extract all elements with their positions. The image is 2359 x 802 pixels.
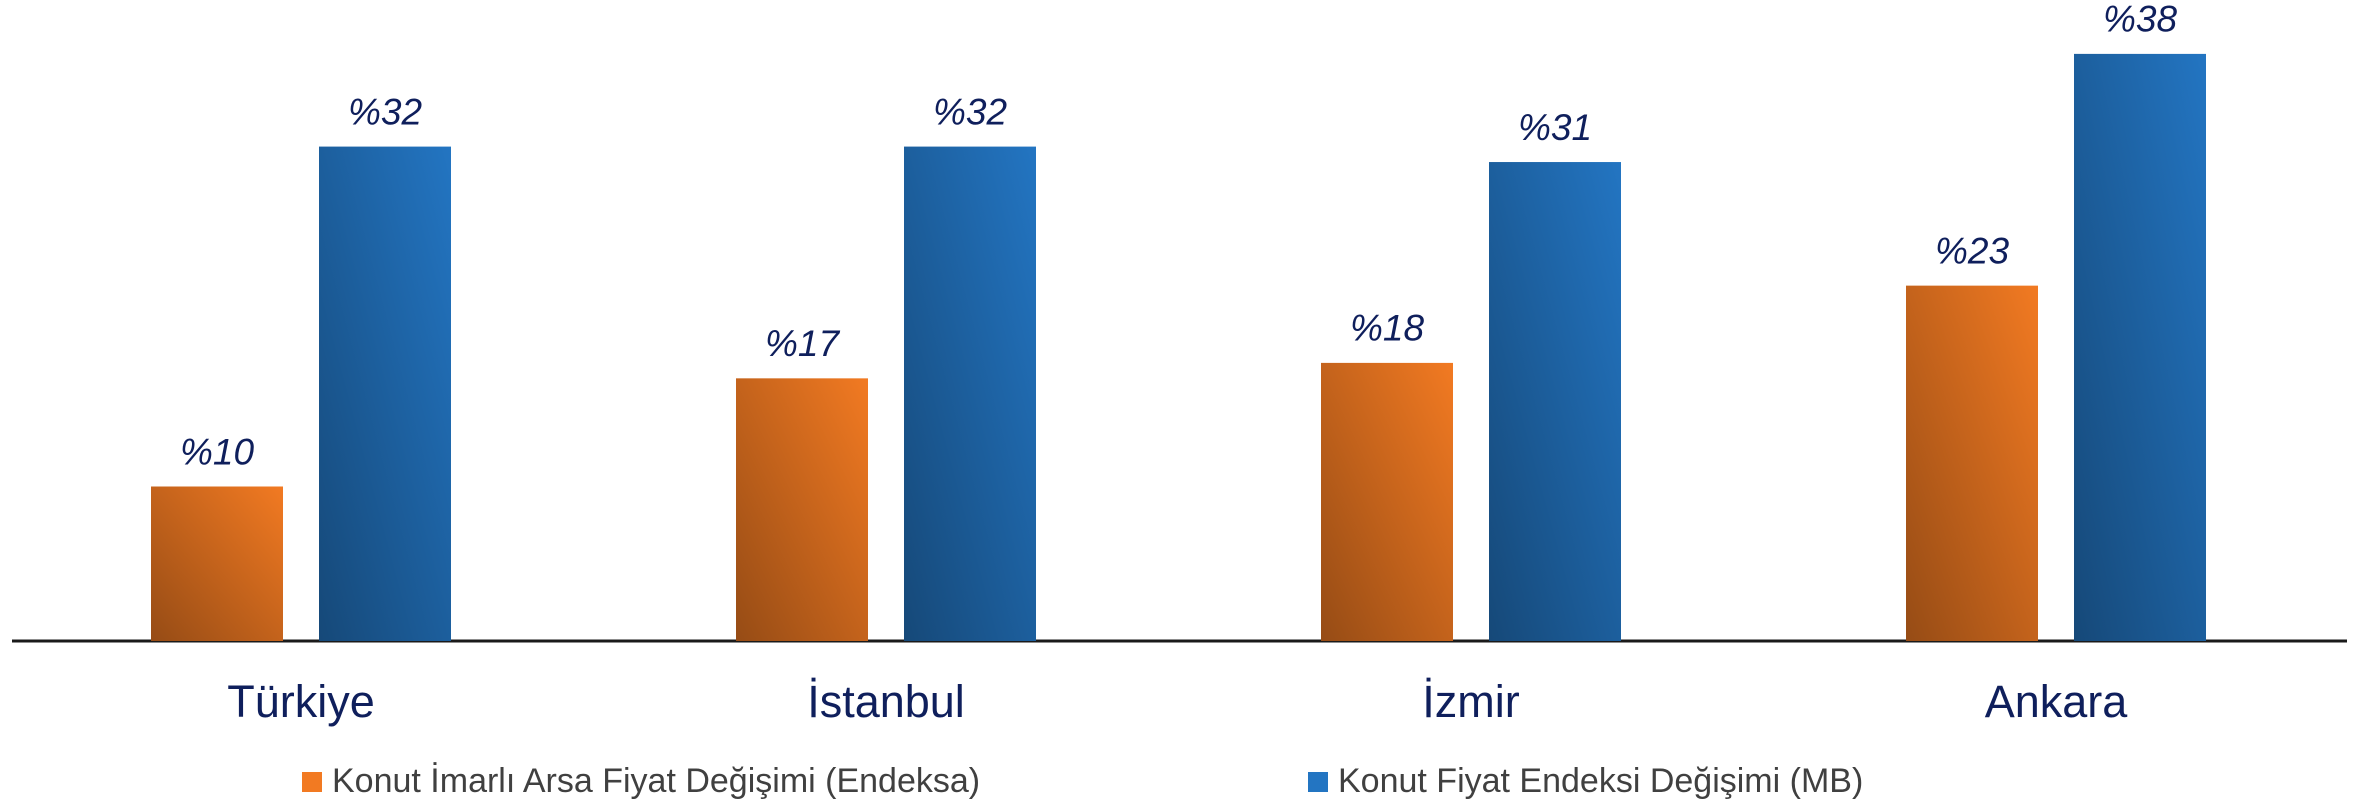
bar: [1906, 285, 2038, 641]
x-tick-label: İstanbul: [807, 676, 965, 727]
legend-swatch: [302, 772, 322, 792]
legend-swatch: [1308, 772, 1328, 792]
bar: [904, 146, 1036, 641]
bar: [151, 486, 283, 641]
data-label: %32: [933, 91, 1007, 132]
legend-label: Konut Fiyat Endeksi Değişimi (MB): [1338, 762, 1863, 800]
data-label: %38: [2103, 0, 2177, 40]
bar: [736, 378, 868, 641]
bar: [319, 146, 451, 641]
data-label: %23: [1935, 230, 2009, 271]
bar: [1489, 162, 1621, 642]
data-label: %32: [348, 91, 422, 132]
x-tick-label: Ankara: [1985, 676, 2129, 727]
data-label: %17: [765, 323, 840, 364]
data-label: %31: [1518, 107, 1592, 148]
data-label: %10: [180, 431, 254, 472]
bar: [1321, 362, 1453, 641]
data-label: %18: [1350, 308, 1424, 349]
legend-label: Konut İmarlı Arsa Fiyat Değişimi (Endeks…: [332, 762, 980, 800]
bar: [2074, 53, 2206, 641]
x-tick-label: İzmir: [1422, 676, 1519, 727]
x-tick-label: Türkiye: [227, 676, 375, 727]
